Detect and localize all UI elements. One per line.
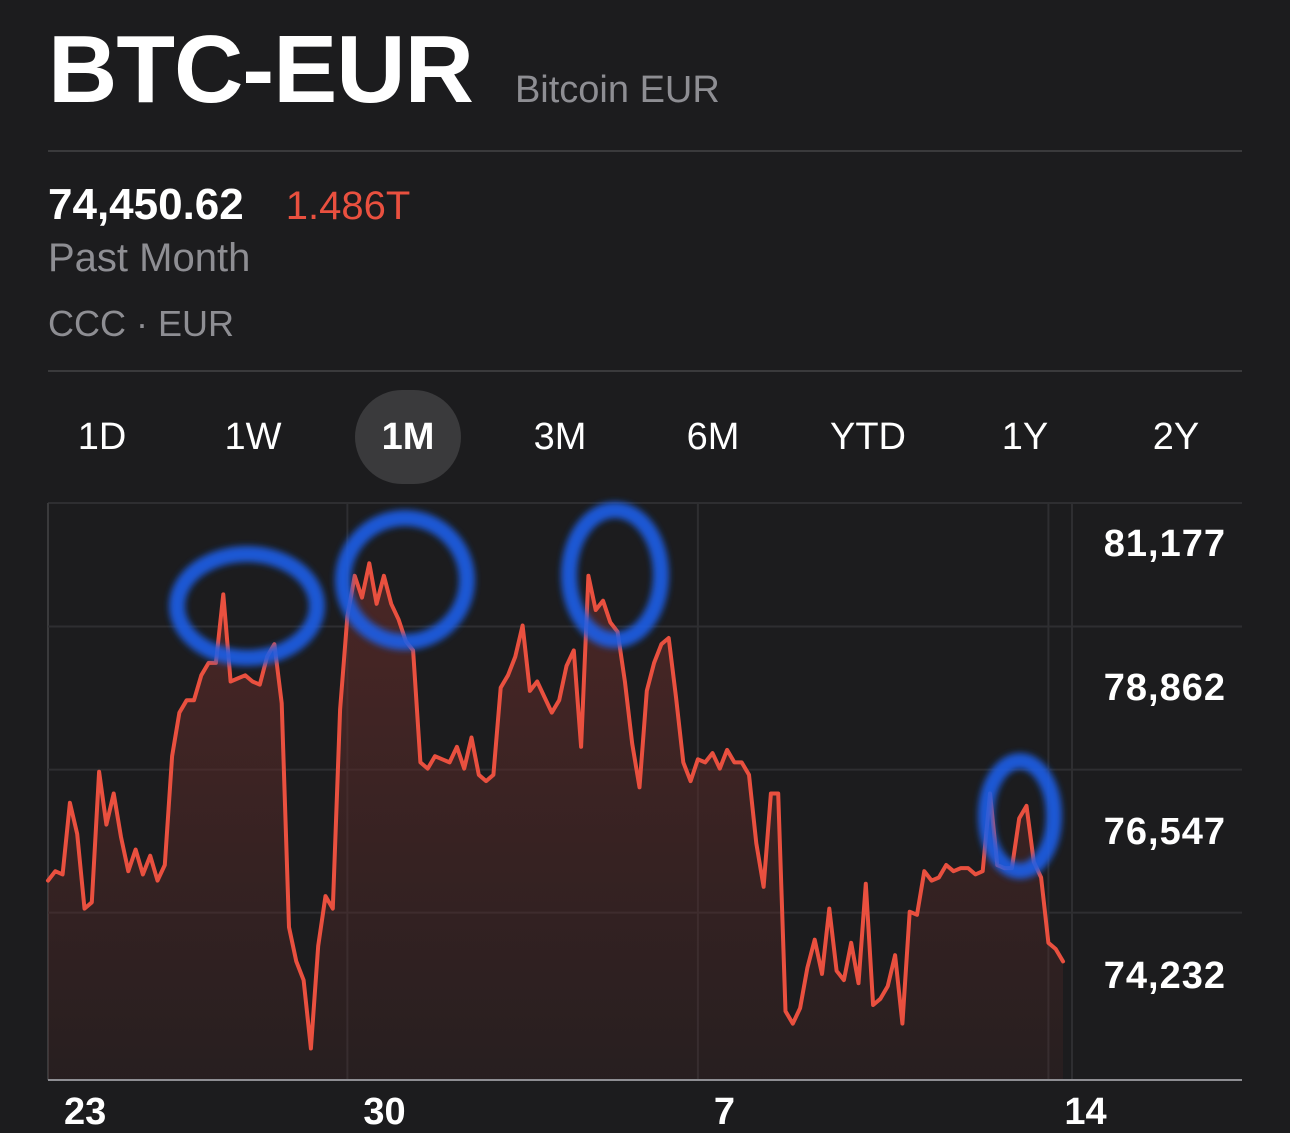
quote-divider — [48, 370, 1242, 372]
highlight-circle-annotation — [169, 546, 325, 666]
x-axis-label: 30 — [363, 1091, 405, 1133]
y-axis-label: 76,547 — [1104, 811, 1226, 853]
x-axis-label: 7 — [714, 1091, 735, 1133]
range-tab-2y[interactable]: 2Y — [1152, 415, 1200, 458]
range-tab-6m[interactable]: 6M — [686, 415, 740, 458]
range-tab-1m[interactable]: 1M — [355, 390, 461, 484]
exchange-label: CCC · EUR — [48, 303, 234, 344]
ticker-symbol: BTC-EUR — [48, 16, 474, 123]
range-tab-1y[interactable]: 1Y — [1001, 415, 1049, 458]
ticker-name: Bitcoin EUR — [514, 69, 720, 111]
x-axis-label: 14 — [1064, 1091, 1106, 1133]
y-axis-label: 81,177 — [1104, 523, 1226, 565]
range-tab-3m[interactable]: 3M — [533, 415, 587, 458]
price-row: 74,450.62 1.486T — [48, 180, 410, 230]
range-tab-1w[interactable]: 1W — [224, 415, 282, 458]
current-price: 74,450.62 — [48, 180, 244, 229]
range-tab-1d[interactable]: 1D — [77, 415, 127, 458]
y-axis-label: 78,862 — [1104, 667, 1226, 709]
header: BTC-EUR Bitcoin EUR — [48, 22, 720, 118]
highlight-circle-annotation — [978, 753, 1062, 879]
highlight-circle-annotation — [561, 502, 669, 648]
period-label: Past Month — [48, 236, 251, 280]
range-selector: 1D 1W 1M 3M 6M YTD 1Y 2Y — [48, 390, 1242, 484]
highlight-circle-annotation — [335, 510, 475, 650]
header-divider — [48, 150, 1242, 152]
y-axis-label: 74,232 — [1104, 955, 1226, 997]
price-area-fill — [48, 563, 1063, 1080]
range-tab-ytd[interactable]: YTD — [830, 415, 906, 458]
price-change: 1.486T — [285, 184, 411, 228]
x-axis-label: 23 — [64, 1091, 106, 1133]
